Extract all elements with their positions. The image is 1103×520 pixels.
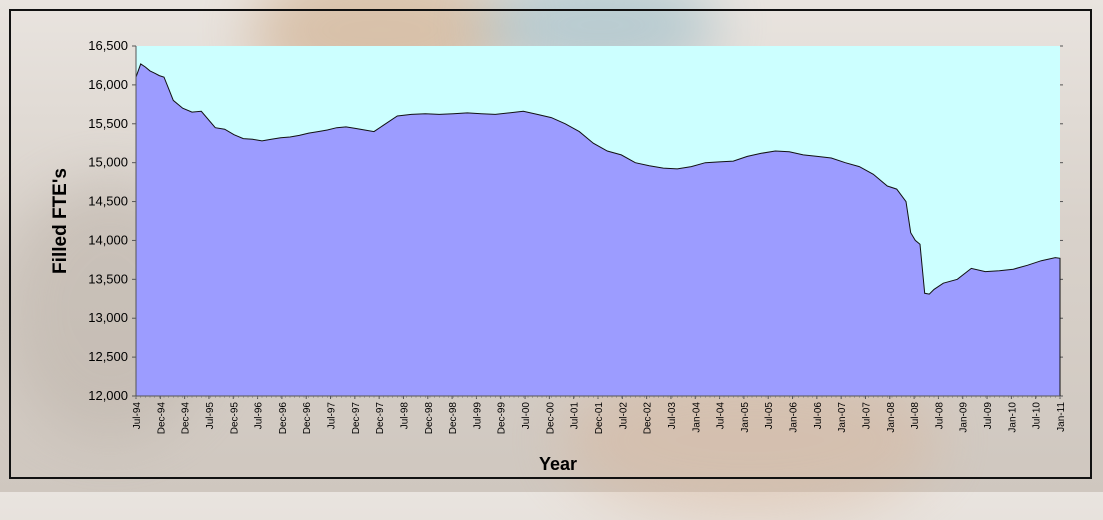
series-area <box>136 63 1060 397</box>
y-tick-label: 15,000 <box>88 155 128 170</box>
y-tick-label: 13,500 <box>88 271 128 286</box>
x-tick-label: Dec-94 <box>156 402 167 435</box>
chart-frame <box>9 9 1092 479</box>
x-tick-label: Dec-00 <box>545 402 556 435</box>
x-tick-label: Dec-94 <box>181 402 192 435</box>
y-tick-labels: 12,000 12,500 13,000 13,500 14,000 14,500 15,0… <box>88 38 128 403</box>
x-tick-label: Jul-10 <box>1032 402 1043 430</box>
y-tick-label: 14,500 <box>88 194 128 209</box>
x-tick-label: Jan-08 <box>886 402 897 433</box>
y-axis-title: Filled FTE's <box>50 168 71 274</box>
x-tick-label: Jul-08 <box>934 402 945 430</box>
area-chart: 12,000 12,500 13,000 13,500 14,000 14,500 15,0… <box>50 38 1067 474</box>
x-tick-label: Jul-95 <box>205 402 216 430</box>
x-tick-label: Jan-11 <box>1056 402 1067 432</box>
x-tick-label: Dec-96 <box>278 402 289 435</box>
x-tick-label: Jul-07 <box>861 402 872 430</box>
x-tick-label: Jul-96 <box>254 402 265 430</box>
x-tick-label: Jul-00 <box>521 402 532 430</box>
x-tick-label: Jan-06 <box>789 402 800 433</box>
x-tick-label: Jan-10 <box>1007 402 1018 433</box>
x-tick-label: Dec-97 <box>375 402 386 435</box>
x-tick-label: Dec-99 <box>497 402 508 435</box>
y-tick-label: 12,500 <box>88 349 128 364</box>
series-line <box>135 63 1061 396</box>
y-tick-label: 14,000 <box>88 232 128 247</box>
x-tick-label: Jul-04 <box>716 402 727 430</box>
x-tick-label: Jul-05 <box>764 402 775 430</box>
y-tick-label: 12,000 <box>88 388 128 403</box>
x-tick-label: Dec-96 <box>302 402 313 435</box>
x-tick-label: Jul-94 <box>132 402 143 430</box>
x-tick-labels: Jul-94 Dec-94 Dec-94 Jul-95 Dec-95 Jul-96 Dec-… <box>132 396 1067 434</box>
x-tick-label: Jan-04 <box>691 402 702 433</box>
x-tick-label: Jan-09 <box>959 402 970 433</box>
x-tick-label: Jul-97 <box>327 402 338 430</box>
x-tick-label: Jul-99 <box>472 402 483 430</box>
y-tick-label: 16,500 <box>88 38 128 53</box>
x-tick-label: Dec-98 <box>448 402 459 435</box>
x-tick-label: Dec-97 <box>351 402 362 435</box>
x-tick-label: Jul-01 <box>570 402 581 430</box>
x-tick-label: Jul-08 <box>910 402 921 430</box>
x-tick-label: Jan-05 <box>740 402 751 433</box>
x-tick-label: Jul-03 <box>667 402 678 430</box>
x-tick-label: Dec-02 <box>643 402 654 435</box>
x-tick-label: Dec-95 <box>229 402 240 435</box>
x-tick-label: Jan-07 <box>837 402 848 433</box>
y-tick-label: 15,500 <box>88 116 128 131</box>
x-axis-title: Year <box>539 454 577 474</box>
y-tick-label: 13,000 <box>88 310 128 325</box>
y-tick-label: 16,000 <box>88 77 128 92</box>
x-tick-label: Dec-01 <box>594 402 605 435</box>
x-tick-label: Jul-06 <box>813 402 824 430</box>
x-tick-label: Jul-09 <box>983 402 994 430</box>
x-tick-label: Dec-98 <box>424 402 435 435</box>
x-tick-label: Jul-02 <box>618 402 629 430</box>
x-tick-label: Jul-98 <box>399 402 410 430</box>
